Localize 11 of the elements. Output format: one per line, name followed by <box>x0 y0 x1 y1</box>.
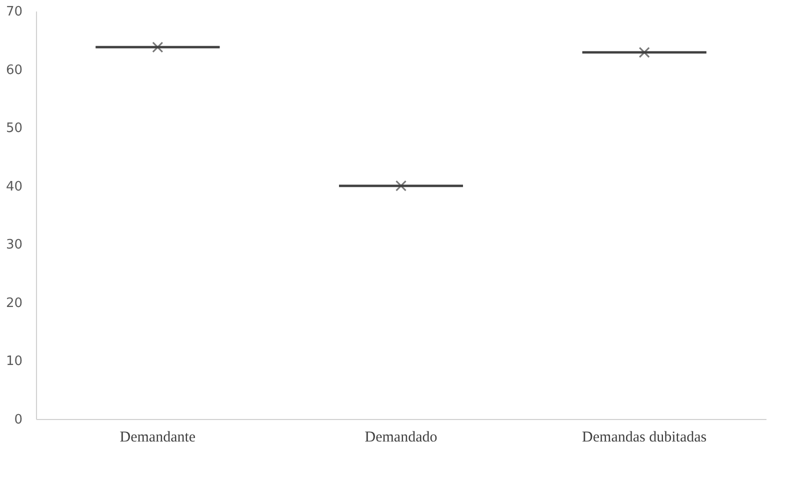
y-tick-label: 30 <box>6 238 22 253</box>
y-tick-label: 10 <box>6 354 22 370</box>
y-tick-label: 70 <box>6 4 22 20</box>
y-tick-label: 60 <box>6 62 22 78</box>
y-tick-label: 50 <box>6 121 22 136</box>
x-tick-label: Demandante <box>120 430 196 446</box>
x-tick-label: Demandado <box>364 430 438 446</box>
x-tick-label: Demandas dubitadas <box>582 430 707 446</box>
y-tick-label: 20 <box>6 296 22 311</box>
y-tick-label: 0 <box>14 412 22 428</box>
y-tick-label: 40 <box>6 179 22 194</box>
